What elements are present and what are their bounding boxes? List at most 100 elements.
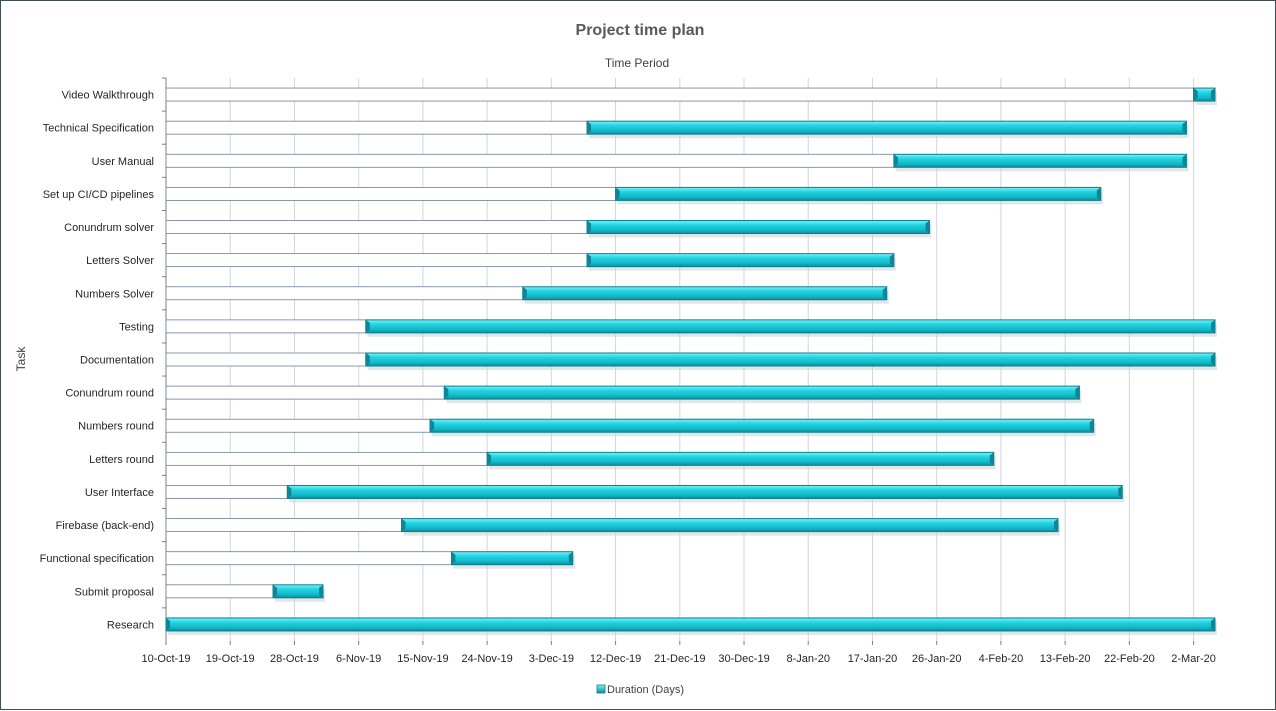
y-tick-label: Letters Solver [86,255,154,267]
duration-bar-cap-left [451,551,456,565]
duration-bar-cap-left [1193,88,1198,102]
y-tick-label: Firebase (back-end) [56,520,154,532]
x-tick-label: 21-Dec-19 [654,653,705,665]
x-tick-label: 4-Feb-20 [979,653,1024,665]
duration-bar [365,319,1216,334]
duration-bar [286,484,1123,499]
legend: Duration (Days) [596,684,684,696]
legend-swatch-duration [596,684,606,694]
start-offset-bar [165,451,488,466]
duration-bar-cap-right [882,286,887,300]
start-offset-bar [165,253,588,268]
x-tick-label: 10-Oct-19 [142,653,191,665]
duration-bar [272,584,324,599]
start-offset-bar [165,584,274,599]
duration-bar-cap-right [1054,518,1059,532]
duration-bar-cap-right [1182,154,1187,168]
start-offset-bar [165,120,588,135]
duration-bar-cap-left [587,121,592,135]
duration-bar-cap-left [365,353,370,366]
start-offset-bar [165,418,431,433]
duration-bar-cap-right [318,584,323,598]
duration-bar-cap-right [1211,353,1215,366]
duration-bar [893,153,1187,168]
y-tick-label: Submit proposal [75,586,155,598]
x-tick-label: 24-Nov-19 [461,653,512,665]
duration-bar [615,186,1102,201]
y-tick-label: Research [107,619,154,631]
duration-bar-cap-right [1211,319,1215,333]
y-tick-label: Documentation [80,355,154,367]
x-axis-title: Time Period [605,56,669,70]
duration-bar [165,617,1216,632]
y-tick-label: User Interface [85,487,154,499]
duration-bar-cap-left [401,518,406,532]
x-tick-label: 6-Nov-19 [336,653,381,665]
start-offset-bar [165,153,895,168]
duration-bar-cap-right [925,220,930,234]
y-tick-label: Numbers round [78,421,154,433]
x-tick-label: 19-Oct-19 [206,653,255,665]
y-tick-label: Letters round [89,454,154,466]
start-offset-bars [165,87,1194,599]
duration-bar-cap-right [1096,187,1101,201]
duration-bar-cap-right [889,253,894,267]
y-axis-title: Task [14,346,28,372]
x-tick-labels: 10-Oct-19 19-Oct-19 28-Oct-19 6-Nov-19 15-No… [142,653,1216,665]
duration-bars [165,87,1217,635]
start-offset-bar [165,220,588,234]
x-tick-label: 3-Dec-19 [529,653,574,665]
duration-bar-cap-right [1118,485,1123,499]
duration-bar-cap-left [522,286,527,300]
x-tick-label: 8-Jan-20 [787,653,830,665]
duration-bar [586,220,931,235]
duration-bar [400,518,1059,533]
start-offset-bar [165,352,367,367]
start-offset-bar [165,551,452,566]
y-tick-label: Conundrum solver [64,222,154,234]
y-tick-label: Conundrum round [65,388,154,400]
duration-bar-cap-left [587,253,592,267]
duration-bar-cap-right [1182,121,1187,135]
x-tick-label: 26-Jan-20 [912,653,962,665]
y-tick-label: Video Walkthrough [62,90,154,102]
duration-bar-cap-left [365,319,370,333]
x-tick-label: 2-Mar-20 [1171,653,1216,665]
duration-bar-cap-right [1075,386,1080,400]
duration-bar [522,286,888,301]
x-tick-label: 22-Feb-20 [1104,653,1155,665]
duration-bar-cap-left [287,485,292,499]
chart-title: Project time plan [576,22,705,39]
duration-bar-cap-left [615,187,620,201]
y-tick-label: Set up CI/CD pipelines [43,189,155,201]
duration-bar-cap-right [1089,419,1094,433]
start-offset-bar [165,319,367,334]
start-offset-bar [165,286,524,301]
duration-bar-cap-right [1211,88,1215,102]
duration-bar [429,418,1095,433]
duration-bar [365,352,1216,367]
duration-bar-cap-left [487,452,492,466]
x-tick-label: 30-Dec-19 [718,653,769,665]
duration-bar-cap-right [568,551,573,565]
duration-bar-cap-left [273,584,278,598]
x-tick-label: 28-Oct-19 [270,653,319,665]
y-tick-label: Technical Specification [43,123,154,135]
duration-bar-cap-left [430,419,435,433]
start-offset-bar [165,385,445,400]
y-tick-labels: Research Submit proposal Functional specif… [40,90,155,632]
duration-bar [486,451,995,466]
x-tick-label: 17-Jan-20 [848,653,898,665]
y-tick-label: User Manual [92,156,154,168]
duration-bar-cap-right [1211,617,1215,631]
y-tick-label: Functional specification [40,553,154,565]
start-offset-bar [165,485,288,499]
duration-bar-cap-left [444,386,449,400]
duration-bar-cap-left [587,220,592,234]
start-offset-bar [165,518,402,532]
y-tick-label: Numbers Solver [75,288,154,300]
duration-bar-cap-right [989,452,994,466]
x-tick-label: 15-Nov-19 [397,653,448,665]
